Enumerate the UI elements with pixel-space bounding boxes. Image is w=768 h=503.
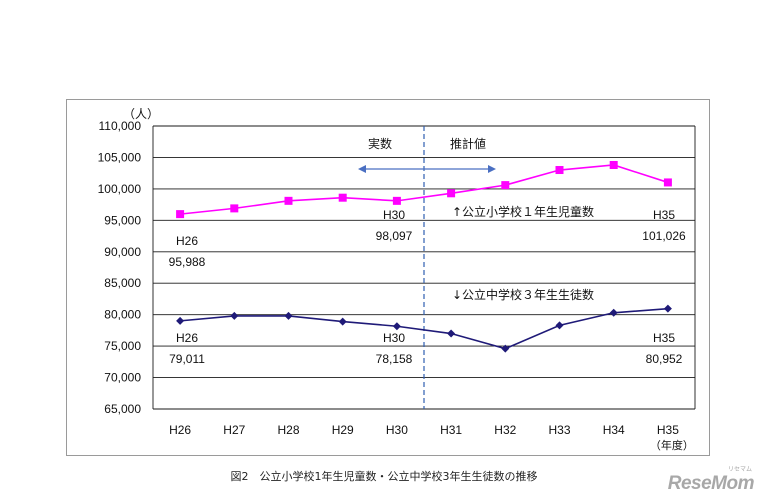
y-tick-label: 90,000 — [104, 245, 141, 259]
x-tick-label: H31 — [440, 423, 462, 437]
junior-high-data-point — [609, 308, 618, 317]
estimate-region-label: 推計値 — [450, 136, 486, 151]
elementary-series-line — [180, 164, 669, 215]
elementary-data-point — [447, 189, 456, 198]
data-label-value: 101,026 — [642, 229, 686, 243]
data-label-year: H30 — [383, 208, 405, 222]
y-tick-label: 80,000 — [104, 308, 141, 322]
data-label-year: H35 — [653, 331, 675, 345]
junior-high-data-point — [338, 317, 347, 326]
elementary-data-point — [663, 178, 672, 187]
junior-high-data-point — [392, 322, 401, 331]
junior-high-data-point — [230, 311, 239, 320]
figure-caption: 図2 公立小学校1年生児童数・公立中学校3年生生徒数の推移 — [230, 470, 538, 483]
data-label-year: H26 — [176, 234, 198, 248]
x-tick-label: H33 — [548, 423, 570, 437]
junior-high-data-point — [176, 316, 185, 325]
y-tick-label: 65,000 — [104, 402, 141, 416]
y-tick-label: 85,000 — [104, 276, 141, 290]
arrow-head-left — [358, 165, 366, 173]
y-tick-label: 75,000 — [104, 339, 141, 353]
elementary-data-point — [230, 204, 239, 213]
x-tick-label: H27 — [223, 423, 245, 437]
data-label-value: 95,988 — [169, 255, 206, 269]
chart-frame — [66, 99, 710, 456]
series-label-junior-high: ↓公立中学校３年生生徒数 — [452, 287, 594, 302]
elementary-data-point — [176, 210, 185, 219]
y-tick-label: 95,000 — [104, 213, 141, 227]
junior-high-data-point — [555, 321, 564, 330]
junior-high-series-line — [180, 307, 668, 350]
data-label-value: 79,011 — [169, 352, 205, 366]
data-label-value: 78,158 — [376, 352, 413, 366]
junior-high-data-point — [663, 304, 672, 313]
x-tick-label: H26 — [169, 423, 191, 437]
x-tick-label: H28 — [277, 423, 299, 437]
data-label-year: H26 — [176, 331, 198, 345]
junior-high-data-point — [447, 329, 456, 338]
x-tick-label: H35 — [657, 423, 679, 437]
elementary-data-point — [338, 193, 347, 202]
data-label-year: H35 — [653, 208, 675, 222]
elementary-data-point — [284, 196, 293, 205]
junior-high-data-point — [501, 344, 510, 353]
data-label-value: 80,952 — [646, 352, 683, 366]
elementary-data-point — [555, 166, 564, 175]
junior-high-data-point — [284, 311, 293, 320]
brand-kana: リセマム — [727, 466, 752, 473]
x-tick-label: H34 — [603, 423, 625, 437]
y-tick-label: 100,000 — [98, 182, 142, 196]
y-tick-label: 105,000 — [98, 150, 142, 164]
x-tick-label: H29 — [332, 423, 354, 437]
elementary-data-point — [609, 160, 618, 169]
y-tick-label: 70,000 — [104, 371, 141, 385]
x-tick-label: H32 — [494, 423, 516, 437]
x-axis-unit: （年度） — [650, 438, 694, 452]
resemom-logo: ReseMom — [667, 473, 755, 494]
y-tick-label: 110,000 — [99, 119, 142, 133]
y-axis-unit: （人） — [123, 107, 159, 121]
series-label-elementary: ↑公立小学校１年生児童数 — [452, 204, 594, 219]
data-label-year: H30 — [383, 331, 405, 345]
elementary-data-point — [501, 181, 510, 190]
arrow-head-right — [488, 165, 496, 173]
x-tick-label: H30 — [386, 423, 408, 437]
data-label-value: 98,097 — [376, 229, 413, 243]
actual-region-label: 実数 — [368, 136, 392, 151]
elementary-data-point — [392, 196, 401, 205]
